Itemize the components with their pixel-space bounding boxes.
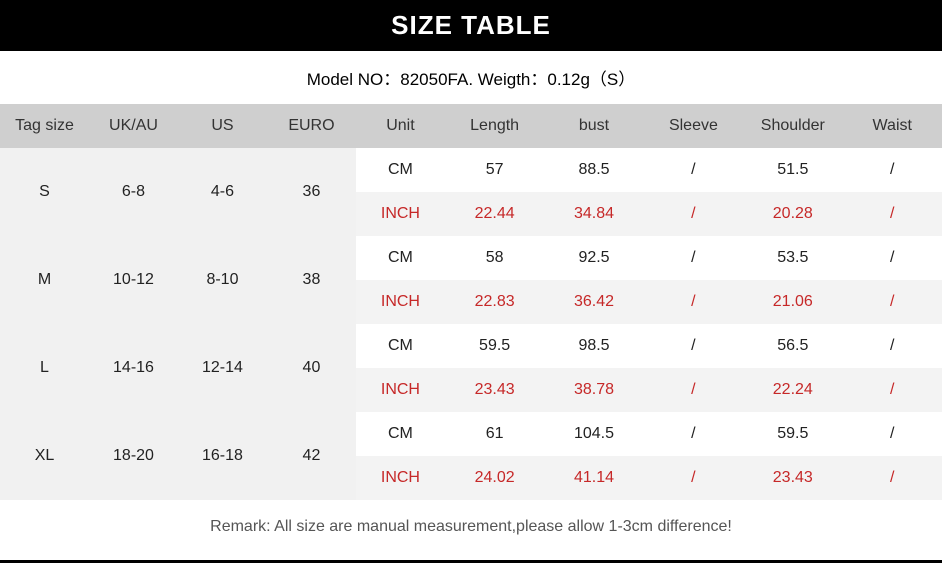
cell-shoulder: 23.43 bbox=[743, 456, 842, 500]
cell-length: 22.83 bbox=[445, 280, 544, 324]
cell-sleeve: / bbox=[644, 368, 743, 412]
cell-waist: / bbox=[842, 368, 942, 412]
cell-us: 12-14 bbox=[178, 324, 267, 412]
cell-us: 8-10 bbox=[178, 236, 267, 324]
cell-euro: 38 bbox=[267, 236, 356, 324]
cell-unit: INCH bbox=[356, 192, 445, 236]
cell-bust: 98.5 bbox=[544, 324, 643, 368]
cell-bust: 104.5 bbox=[544, 412, 643, 456]
cell-waist: / bbox=[842, 148, 942, 192]
cell-tag: M bbox=[0, 236, 89, 324]
cell-tag: XL bbox=[0, 412, 89, 500]
cell-sleeve: / bbox=[644, 148, 743, 192]
cell-sleeve: / bbox=[644, 236, 743, 280]
cell-length: 61 bbox=[445, 412, 544, 456]
table-row: S 6-8 4-6 36 CM 57 88.5 / 51.5 / bbox=[0, 148, 942, 192]
cell-waist: / bbox=[842, 412, 942, 456]
cell-bust: 34.84 bbox=[544, 192, 643, 236]
cell-ukau: 10-12 bbox=[89, 236, 178, 324]
col-unit: Unit bbox=[356, 104, 445, 148]
cell-shoulder: 53.5 bbox=[743, 236, 842, 280]
col-length: Length bbox=[445, 104, 544, 148]
cell-bust: 88.5 bbox=[544, 148, 643, 192]
cell-length: 24.02 bbox=[445, 456, 544, 500]
cell-length: 22.44 bbox=[445, 192, 544, 236]
cell-shoulder: 51.5 bbox=[743, 148, 842, 192]
cell-ukau: 18-20 bbox=[89, 412, 178, 500]
model-info: Model NO：82050FA. Weigth：0.12g（S） bbox=[0, 51, 942, 104]
table-row: XL 18-20 16-18 42 CM 61 104.5 / 59.5 / bbox=[0, 412, 942, 456]
size-table: Tag size UK/AU US EURO Unit Length bust … bbox=[0, 104, 942, 500]
cell-tag: S bbox=[0, 148, 89, 236]
cell-length: 57 bbox=[445, 148, 544, 192]
cell-length: 23.43 bbox=[445, 368, 544, 412]
cell-euro: 42 bbox=[267, 412, 356, 500]
cell-sleeve: / bbox=[644, 456, 743, 500]
cell-waist: / bbox=[842, 324, 942, 368]
bottom-rule bbox=[0, 560, 942, 563]
remark-text: Remark: All size are manual measurement,… bbox=[0, 500, 942, 552]
cell-unit: CM bbox=[356, 236, 445, 280]
table-row: L 14-16 12-14 40 CM 59.5 98.5 / 56.5 / bbox=[0, 324, 942, 368]
col-us: US bbox=[178, 104, 267, 148]
cell-euro: 36 bbox=[267, 148, 356, 236]
col-shoulder: Shoulder bbox=[743, 104, 842, 148]
col-sleeve: Sleeve bbox=[644, 104, 743, 148]
cell-waist: / bbox=[842, 236, 942, 280]
col-waist: Waist bbox=[842, 104, 942, 148]
col-ukau: UK/AU bbox=[89, 104, 178, 148]
cell-shoulder: 22.24 bbox=[743, 368, 842, 412]
cell-waist: / bbox=[842, 456, 942, 500]
cell-shoulder: 59.5 bbox=[743, 412, 842, 456]
cell-tag: L bbox=[0, 324, 89, 412]
cell-ukau: 6-8 bbox=[89, 148, 178, 236]
col-tagsize: Tag size bbox=[0, 104, 89, 148]
cell-length: 58 bbox=[445, 236, 544, 280]
cell-bust: 38.78 bbox=[544, 368, 643, 412]
cell-unit: INCH bbox=[356, 368, 445, 412]
title-bar: SIZE TABLE bbox=[0, 0, 942, 51]
cell-bust: 41.14 bbox=[544, 456, 643, 500]
cell-shoulder: 20.28 bbox=[743, 192, 842, 236]
cell-sleeve: / bbox=[644, 324, 743, 368]
col-euro: EURO bbox=[267, 104, 356, 148]
cell-bust: 36.42 bbox=[544, 280, 643, 324]
cell-unit: CM bbox=[356, 148, 445, 192]
cell-unit: INCH bbox=[356, 456, 445, 500]
cell-sleeve: / bbox=[644, 280, 743, 324]
cell-length: 59.5 bbox=[445, 324, 544, 368]
cell-sleeve: / bbox=[644, 412, 743, 456]
cell-bust: 92.5 bbox=[544, 236, 643, 280]
cell-unit: CM bbox=[356, 324, 445, 368]
cell-unit: CM bbox=[356, 412, 445, 456]
table-row: M 10-12 8-10 38 CM 58 92.5 / 53.5 / bbox=[0, 236, 942, 280]
cell-shoulder: 56.5 bbox=[743, 324, 842, 368]
cell-us: 16-18 bbox=[178, 412, 267, 500]
cell-waist: / bbox=[842, 192, 942, 236]
cell-unit: INCH bbox=[356, 280, 445, 324]
cell-sleeve: / bbox=[644, 192, 743, 236]
cell-euro: 40 bbox=[267, 324, 356, 412]
col-bust: bust bbox=[544, 104, 643, 148]
cell-waist: / bbox=[842, 280, 942, 324]
cell-ukau: 14-16 bbox=[89, 324, 178, 412]
header-row: Tag size UK/AU US EURO Unit Length bust … bbox=[0, 104, 942, 148]
cell-shoulder: 21.06 bbox=[743, 280, 842, 324]
cell-us: 4-6 bbox=[178, 148, 267, 236]
